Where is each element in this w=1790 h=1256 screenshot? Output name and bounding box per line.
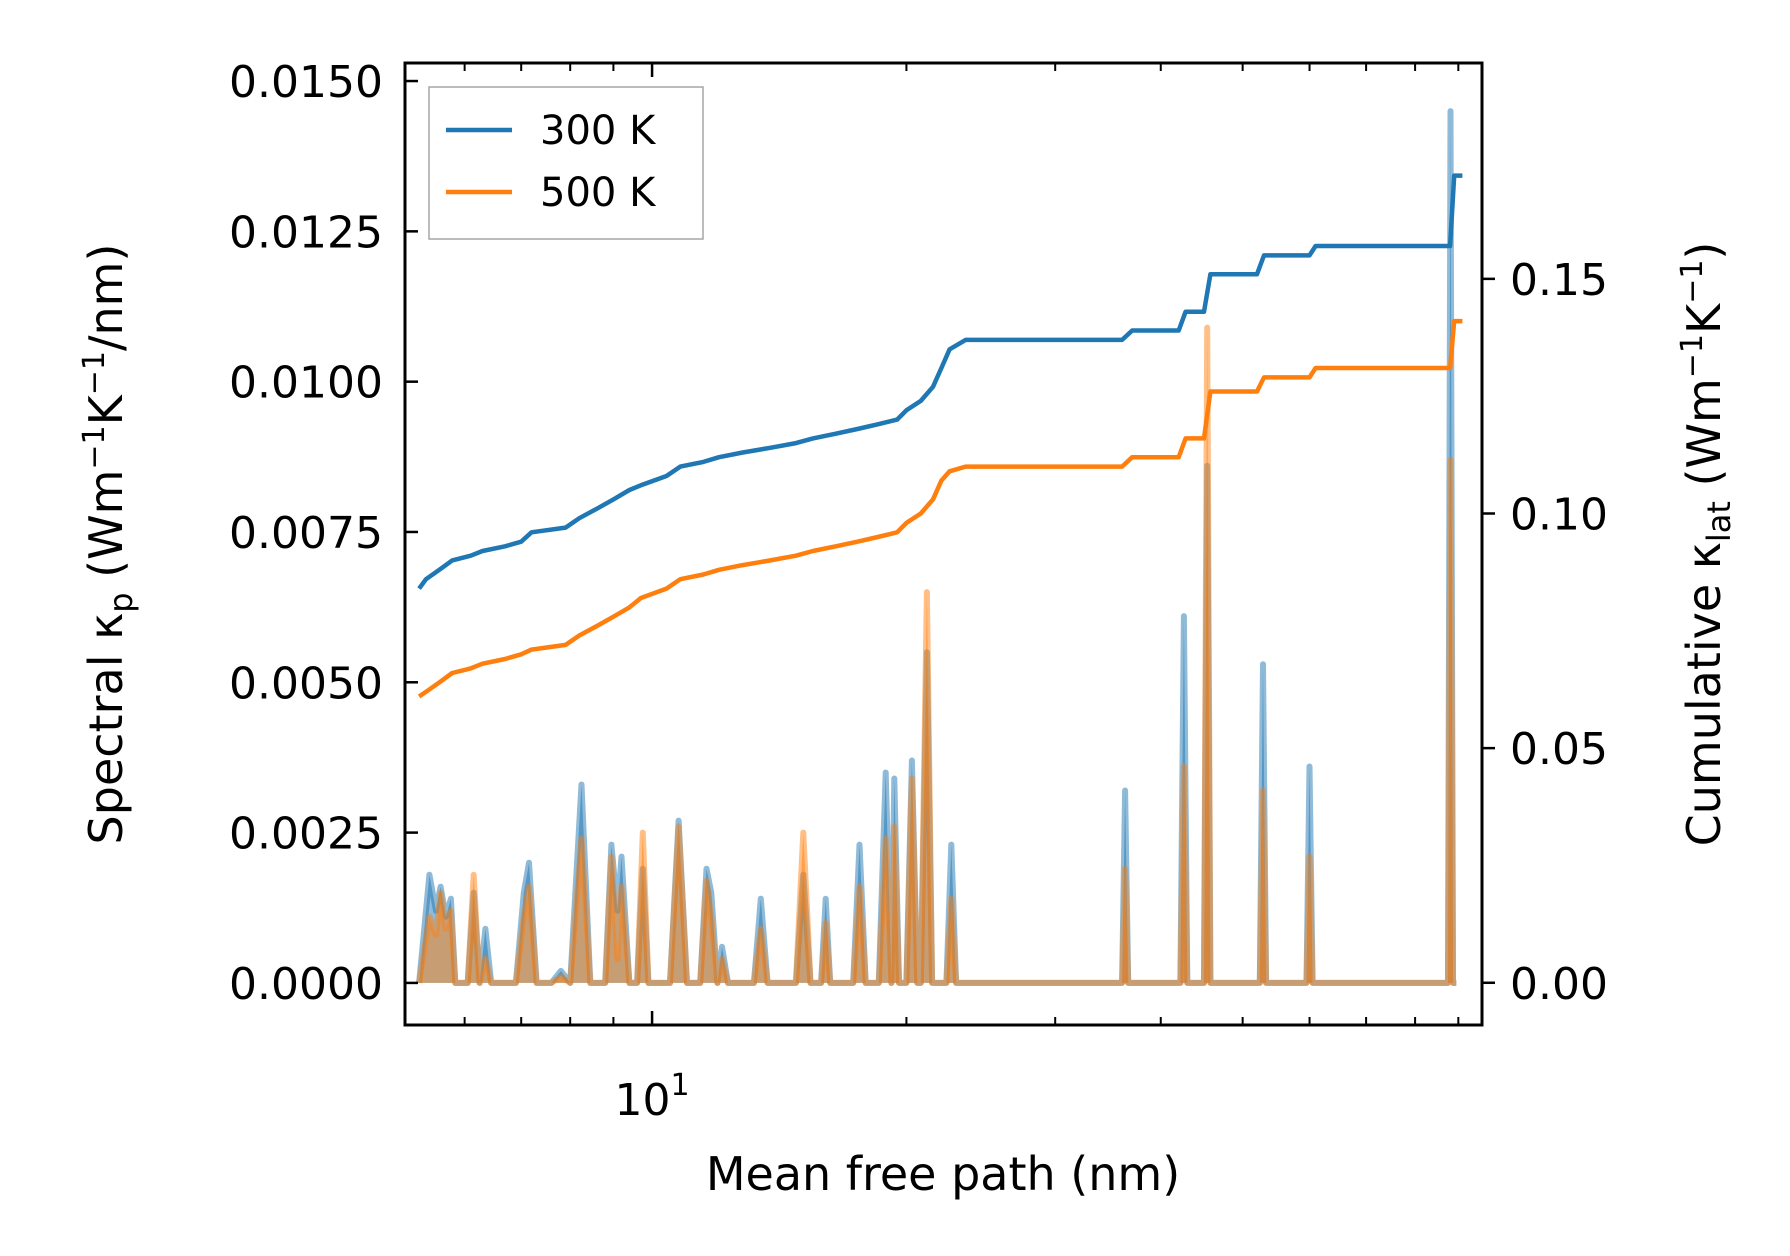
left-tick-label: 0.0075 <box>229 508 383 559</box>
x-axis-title: Mean free path (nm) <box>706 1147 1180 1201</box>
cumulative-line-0 <box>417 173 1463 590</box>
plot-frame <box>403 61 1484 1027</box>
x-tick-label-base: 10 <box>615 1075 671 1126</box>
right-tick-label: 0.15 <box>1510 255 1608 306</box>
right-axis-title: Cumulative κlat (Wm−1K−1) <box>1675 242 1738 847</box>
legend: 300 K 500 K <box>428 86 704 240</box>
x-tick-label-exponent: 1 <box>671 1068 690 1103</box>
right-tick-label: 0.10 <box>1510 489 1608 540</box>
spectral-line-1 <box>416 324 1457 986</box>
left-tick-label: 0.0100 <box>229 358 383 409</box>
legend-box <box>428 86 704 240</box>
axis-tick-labels: 0.0000 0.0025 0.0050 0.0075 0.0100 0.0125 0.01… <box>229 57 1608 1126</box>
spectral-fills <box>416 108 1457 986</box>
series-lines <box>417 173 1463 699</box>
x-tick-label: 101 <box>615 1068 690 1126</box>
left-tick-label: 0.0150 <box>229 57 383 108</box>
right-tick-label: 0.00 <box>1510 959 1608 1010</box>
legend-label-500k: 500 K <box>540 170 657 216</box>
left-tick-label: 0.0000 <box>229 959 383 1010</box>
cumulative-line-1 <box>417 318 1463 699</box>
left-tick-label: 0.0125 <box>229 207 383 258</box>
left-tick-label: 0.0050 <box>229 658 383 709</box>
left-axis-title: Spectral κp (Wm−1K−1/nm) <box>77 244 140 845</box>
axis-ticks <box>405 63 1495 1025</box>
right-tick-label: 0.05 <box>1510 724 1608 775</box>
left-tick-label: 0.0025 <box>229 809 383 860</box>
legend-label-300k: 300 K <box>540 108 657 154</box>
